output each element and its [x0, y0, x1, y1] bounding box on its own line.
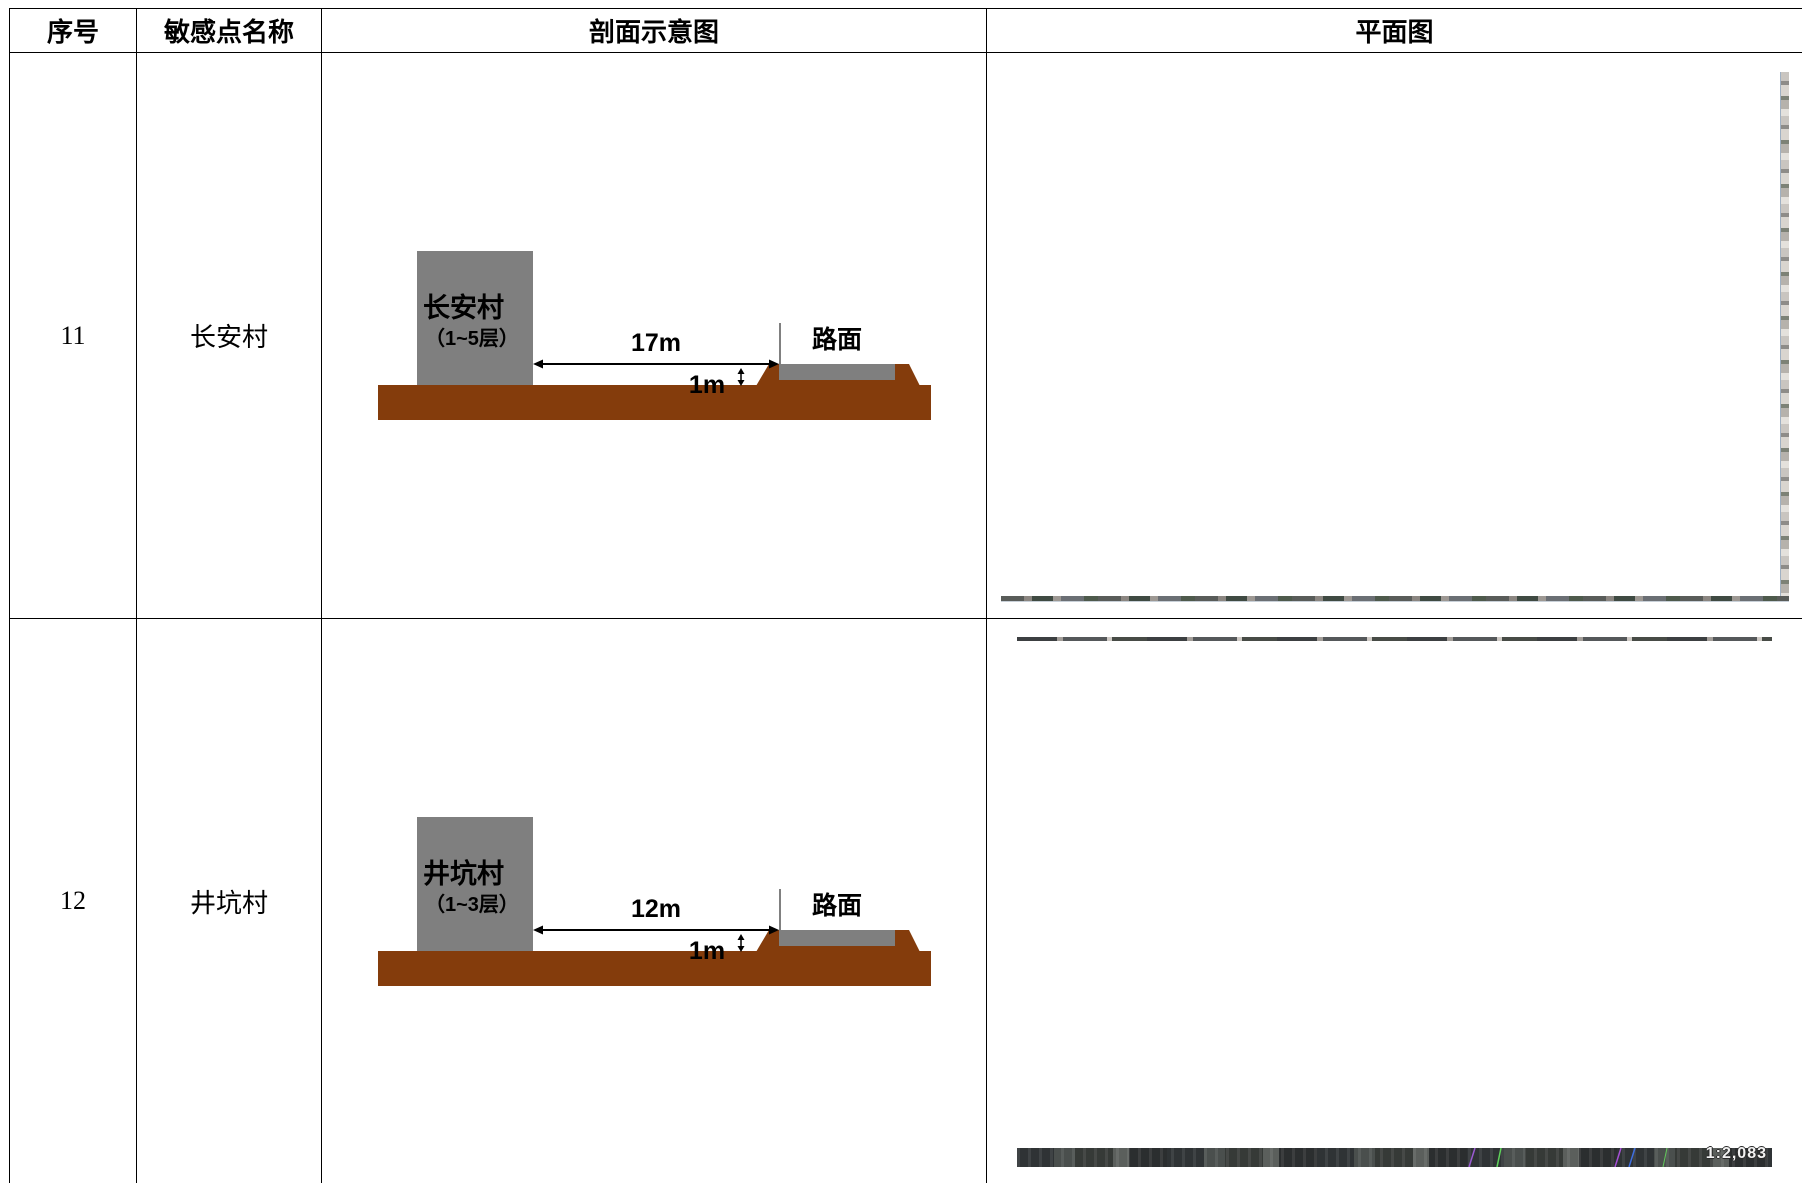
- row-name-cell: 长安村: [136, 52, 321, 618]
- cross-section-diagram: 井坑村 （1~3层） 12m 路面 1m: [378, 817, 931, 986]
- building-name-label: 井坑村: [423, 858, 504, 889]
- road-surface: [779, 930, 895, 946]
- satellite-image-fragment: [1017, 637, 1772, 641]
- row-index-cell: 11: [9, 52, 136, 618]
- plan-view-cell: 1:2,083: [986, 618, 1802, 1183]
- building: [417, 817, 533, 951]
- road-surface: [779, 364, 895, 380]
- header-cross-section: 剖面示意图: [321, 8, 986, 52]
- elevation-arrow: [737, 368, 745, 386]
- row-name-cell: 井坑村: [136, 618, 321, 1183]
- distance-arrow-head-left: [533, 925, 543, 935]
- elevation-label: 1m: [689, 371, 725, 399]
- satellite-image-fragment: [1001, 596, 1789, 602]
- distance-arrow-head-right: [769, 925, 779, 935]
- elevation-arrow-head-up: [737, 934, 745, 940]
- map-route-line: [1628, 1148, 1636, 1167]
- map-scale-label: 1:2,083: [1705, 1145, 1767, 1162]
- building-name-label: 长安村: [423, 293, 504, 323]
- header-plan-view: 平面图: [986, 8, 1802, 52]
- plan-view-cell: [986, 52, 1802, 618]
- satellite-image-fragment: [1780, 72, 1789, 599]
- map-route-overlay: [1468, 1148, 1668, 1167]
- distance-arrow: [533, 925, 779, 935]
- building-floors-label: （1~5层）: [425, 327, 519, 350]
- building: [417, 251, 533, 385]
- cross-section-cell: 井坑村 （1~3层） 12m 路面 1m: [321, 618, 986, 1183]
- header-sensitive-point-name: 敏感点名称: [136, 8, 321, 52]
- elevation-arrow-head-up: [737, 368, 745, 374]
- distance-arrow-head-left: [533, 359, 543, 369]
- ground: [378, 951, 931, 986]
- ground: [378, 385, 931, 420]
- elevation-arrow-head-down: [737, 946, 745, 952]
- road-surface-label: 路面: [812, 326, 862, 354]
- map-route-line: [1468, 1148, 1476, 1167]
- map-route-line: [1662, 1148, 1668, 1167]
- elevation-arrow-head-down: [737, 380, 745, 386]
- elevation-arrow: [737, 934, 745, 952]
- building-floors-label: （1~3层）: [425, 893, 519, 916]
- distance-arrow-head-right: [769, 359, 779, 369]
- row-index-cell: 12: [9, 618, 136, 1183]
- map-route-line: [1614, 1148, 1622, 1167]
- header-index: 序号: [9, 8, 136, 52]
- cross-section-cell: 长安村 （1~5层） 17m 路面 1m: [321, 52, 986, 618]
- distance-label: 17m: [631, 329, 681, 357]
- satellite-image-fragment: [1017, 1148, 1772, 1167]
- road-surface-label: 路面: [812, 892, 862, 920]
- map-route-line: [1496, 1148, 1502, 1167]
- elevation-label: 1m: [689, 937, 725, 965]
- cross-section-diagram: 长安村 （1~5层） 17m 路面 1m: [378, 251, 931, 420]
- distance-arrow: [533, 359, 779, 369]
- distance-label: 12m: [631, 895, 681, 923]
